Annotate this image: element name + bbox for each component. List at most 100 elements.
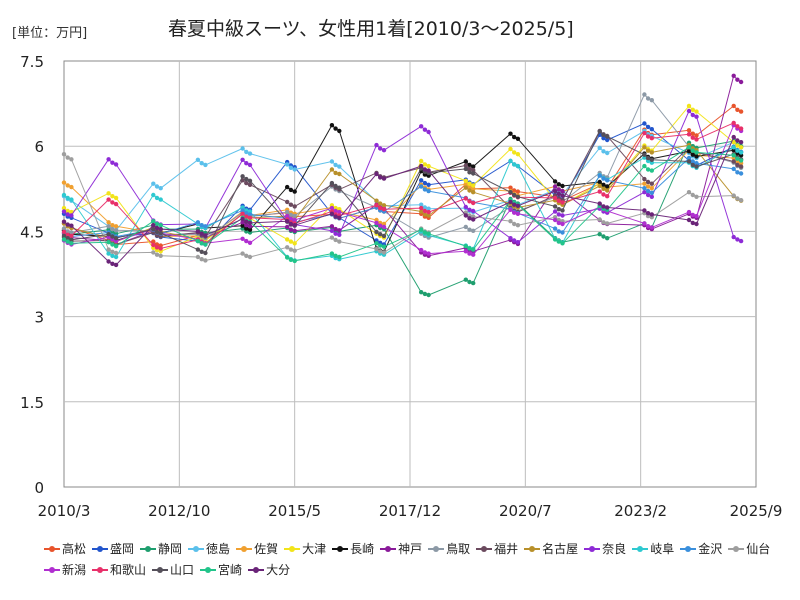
data-point xyxy=(508,207,513,212)
data-point xyxy=(240,216,245,222)
data-point xyxy=(738,150,744,155)
data-point xyxy=(113,224,119,229)
data-point xyxy=(106,259,111,264)
legend-item: 仙台 xyxy=(728,540,770,557)
x-tick-label: 2025/9 xyxy=(730,502,783,520)
data-point xyxy=(419,209,424,214)
legend: 高松 盛岡 静岡 徳島 佐賀 大津 長崎 神戸 鳥取 福井 名古屋 奈良 岐阜 金沢 仙台 新潟 和歌山 山口 宮崎… xyxy=(44,540,784,578)
data-point xyxy=(381,233,387,239)
data-point xyxy=(731,159,736,164)
data-point xyxy=(240,174,245,179)
data-point xyxy=(463,213,468,218)
data-point xyxy=(154,221,160,227)
data-point xyxy=(69,230,74,235)
data-point xyxy=(471,247,476,252)
data-point xyxy=(467,170,472,175)
legend-swatch xyxy=(152,565,169,575)
data-point xyxy=(515,163,521,169)
x-tick-label: 2012/10 xyxy=(148,502,210,520)
data-point xyxy=(605,134,610,139)
data-point xyxy=(419,205,424,211)
data-point xyxy=(426,188,431,194)
data-point xyxy=(154,184,160,189)
legend-item: 福井 xyxy=(476,540,518,557)
data-point xyxy=(285,219,290,224)
data-point xyxy=(642,130,647,136)
data-point xyxy=(69,233,74,239)
data-point xyxy=(467,188,472,193)
data-point xyxy=(515,194,521,199)
data-point xyxy=(471,186,476,191)
data-point xyxy=(419,178,424,183)
data-point xyxy=(422,180,428,186)
data-point xyxy=(735,156,740,161)
data-point xyxy=(113,262,119,268)
data-point xyxy=(110,261,115,266)
data-point xyxy=(110,200,115,205)
data-point xyxy=(65,229,70,234)
legend-label: 福井 xyxy=(494,542,519,556)
data-point xyxy=(61,209,67,214)
data-point xyxy=(329,224,335,229)
legend-label: 金沢 xyxy=(698,542,723,556)
data-point xyxy=(601,220,606,225)
data-point xyxy=(597,145,602,151)
data-point xyxy=(467,246,472,251)
legend-label: 高松 xyxy=(62,542,87,556)
data-point xyxy=(154,252,160,257)
legend-item: 名古屋 xyxy=(524,540,578,557)
data-point xyxy=(552,179,558,184)
data-point xyxy=(329,180,335,186)
data-point xyxy=(337,128,342,134)
data-point xyxy=(113,201,119,207)
data-point xyxy=(419,124,424,129)
data-point xyxy=(601,234,606,239)
data-point xyxy=(113,162,119,167)
data-point xyxy=(645,184,651,189)
data-point xyxy=(106,240,111,245)
data-point xyxy=(601,149,606,154)
data-point xyxy=(288,257,294,262)
data-point xyxy=(158,246,163,251)
data-point xyxy=(560,200,565,205)
data-point xyxy=(738,158,744,163)
legend-label: 仙台 xyxy=(746,542,771,556)
data-point xyxy=(374,142,379,148)
data-point xyxy=(158,230,163,236)
data-point xyxy=(601,176,606,181)
data-point xyxy=(158,186,163,191)
data-point xyxy=(690,131,695,136)
data-point xyxy=(605,205,610,210)
data-point xyxy=(158,197,163,202)
data-point xyxy=(285,224,290,230)
data-point xyxy=(471,171,476,176)
data-point xyxy=(65,212,70,217)
data-point xyxy=(381,207,387,212)
data-point xyxy=(244,211,249,216)
data-point xyxy=(471,252,476,257)
data-point xyxy=(735,162,740,168)
data-point xyxy=(556,239,561,244)
data-point xyxy=(642,163,647,169)
data-point xyxy=(560,183,565,189)
data-point xyxy=(247,212,253,217)
data-point xyxy=(106,191,111,196)
data-point xyxy=(560,241,565,246)
data-point xyxy=(374,198,379,203)
legend-label: 徳島 xyxy=(206,542,231,556)
legend-label: 佐賀 xyxy=(254,542,279,556)
data-point xyxy=(426,292,431,298)
data-point xyxy=(374,241,379,246)
data-point xyxy=(419,202,424,207)
data-point xyxy=(512,188,517,193)
data-point xyxy=(240,236,245,241)
data-point xyxy=(642,121,647,126)
data-point xyxy=(556,198,561,203)
data-point xyxy=(151,181,156,186)
data-point xyxy=(686,103,692,109)
data-point xyxy=(560,230,565,235)
data-point xyxy=(649,194,654,199)
data-point xyxy=(605,137,610,143)
legend-swatch xyxy=(44,565,60,575)
data-point xyxy=(515,189,521,194)
